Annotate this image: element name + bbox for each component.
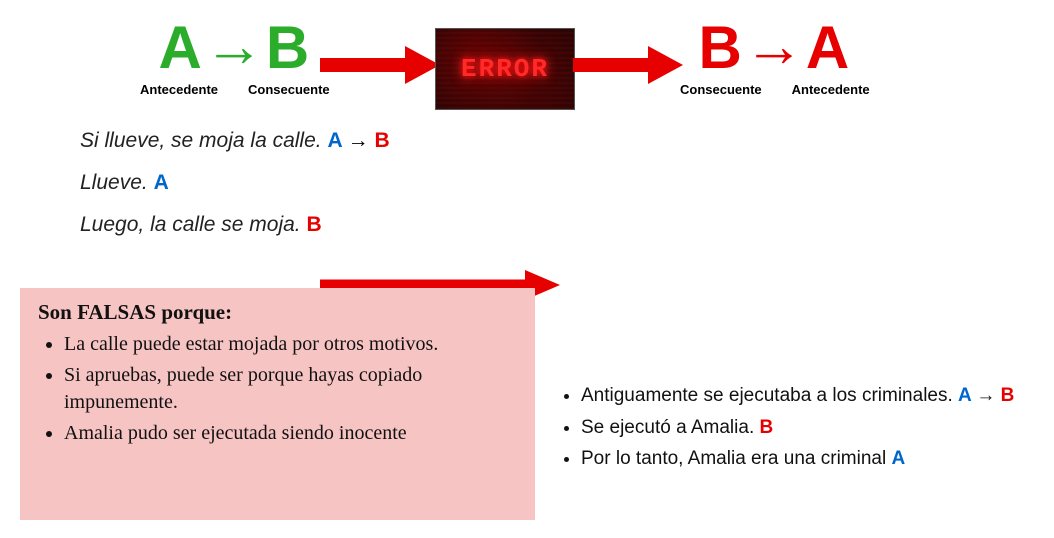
label-consecuente2: Consecuente [680, 82, 762, 97]
rex1-arrow: → [971, 385, 1001, 406]
rex-line-1: Antiguamente se ejecutaba a los criminal… [581, 383, 1014, 409]
false-bullets: La calle puede estar mojada por otros mo… [38, 331, 517, 447]
rex3-text: Por lo tanto, Amalia era una criminal [581, 448, 892, 469]
label-antecedente2: Antecedente [792, 82, 870, 97]
fallacy-formula: B→A [680, 18, 870, 78]
false-bullet-2: Si apruebas, puede ser porque hayas copi… [64, 362, 517, 416]
flow-arrow-right [573, 44, 683, 86]
rex-line-2: Se ejecutó a Amalia. B [581, 415, 1014, 441]
rex2-text: Se ejecutó a Amalia. [581, 417, 760, 438]
error-box: ERROR [435, 28, 575, 110]
rex3-tag: A [892, 448, 906, 469]
false-bullet-3: Amalia pudo ser ejecutada siendo inocent… [64, 420, 517, 447]
arrow-icon: → [744, 16, 806, 76]
left-examples: Si llueve, se moja la calle. A → B Lluev… [80, 129, 390, 255]
top-row: A→B Antecedente Consecuente ERROR B→A Co… [0, 18, 1054, 118]
letter-B2: B [698, 14, 743, 81]
label-antecedente: Antecedente [140, 82, 218, 97]
right-examples: Antiguamente se ejecutaba a los criminal… [555, 383, 1014, 478]
ex1-text: Si llueve, se moja la calle. [80, 129, 327, 152]
letter-A2: A [806, 14, 851, 81]
rex1-text: Antiguamente se ejecutaba a los criminal… [581, 385, 958, 406]
false-reasons-box: Son FALSAS porque: La calle puede estar … [20, 288, 535, 520]
example-line-2: Llueve. A [80, 171, 390, 195]
valid-implication-block: A→B Antecedente Consecuente [140, 18, 330, 97]
flow-arrow-left [320, 44, 440, 86]
example-line-3: Luego, la calle se moja. B [80, 213, 390, 237]
ex2-text: Llueve. [80, 171, 154, 194]
error-label: ERROR [461, 54, 549, 84]
arrow-icon: → [204, 16, 266, 76]
ex1-arrow: → [342, 129, 375, 152]
false-bullet-1: La calle puede estar mojada por otros mo… [64, 331, 517, 358]
false-title: Son FALSAS porque: [38, 300, 517, 325]
valid-sublabels: Antecedente Consecuente [140, 82, 330, 97]
ex1-tagA: A [327, 129, 341, 152]
fallacy-block: B→A Consecuente Antecedente [680, 18, 870, 97]
rex1-tagA: A [958, 385, 971, 406]
ex3-tag: B [306, 213, 321, 236]
ex3-text: Luego, la calle se moja. [80, 213, 306, 236]
letter-B: B [266, 14, 311, 81]
ex2-tag: A [154, 171, 169, 194]
fallacy-sublabels: Consecuente Antecedente [680, 82, 870, 97]
example-line-1: Si llueve, se moja la calle. A → B [80, 129, 390, 153]
rex2-tag: B [760, 417, 774, 438]
rex1-tagB: B [1001, 385, 1015, 406]
letter-A: A [158, 14, 203, 81]
rex-line-3: Por lo tanto, Amalia era una criminal A [581, 446, 1014, 472]
ex1-tagB: B [375, 129, 390, 152]
valid-formula: A→B [140, 18, 330, 78]
label-consecuente: Consecuente [248, 82, 330, 97]
